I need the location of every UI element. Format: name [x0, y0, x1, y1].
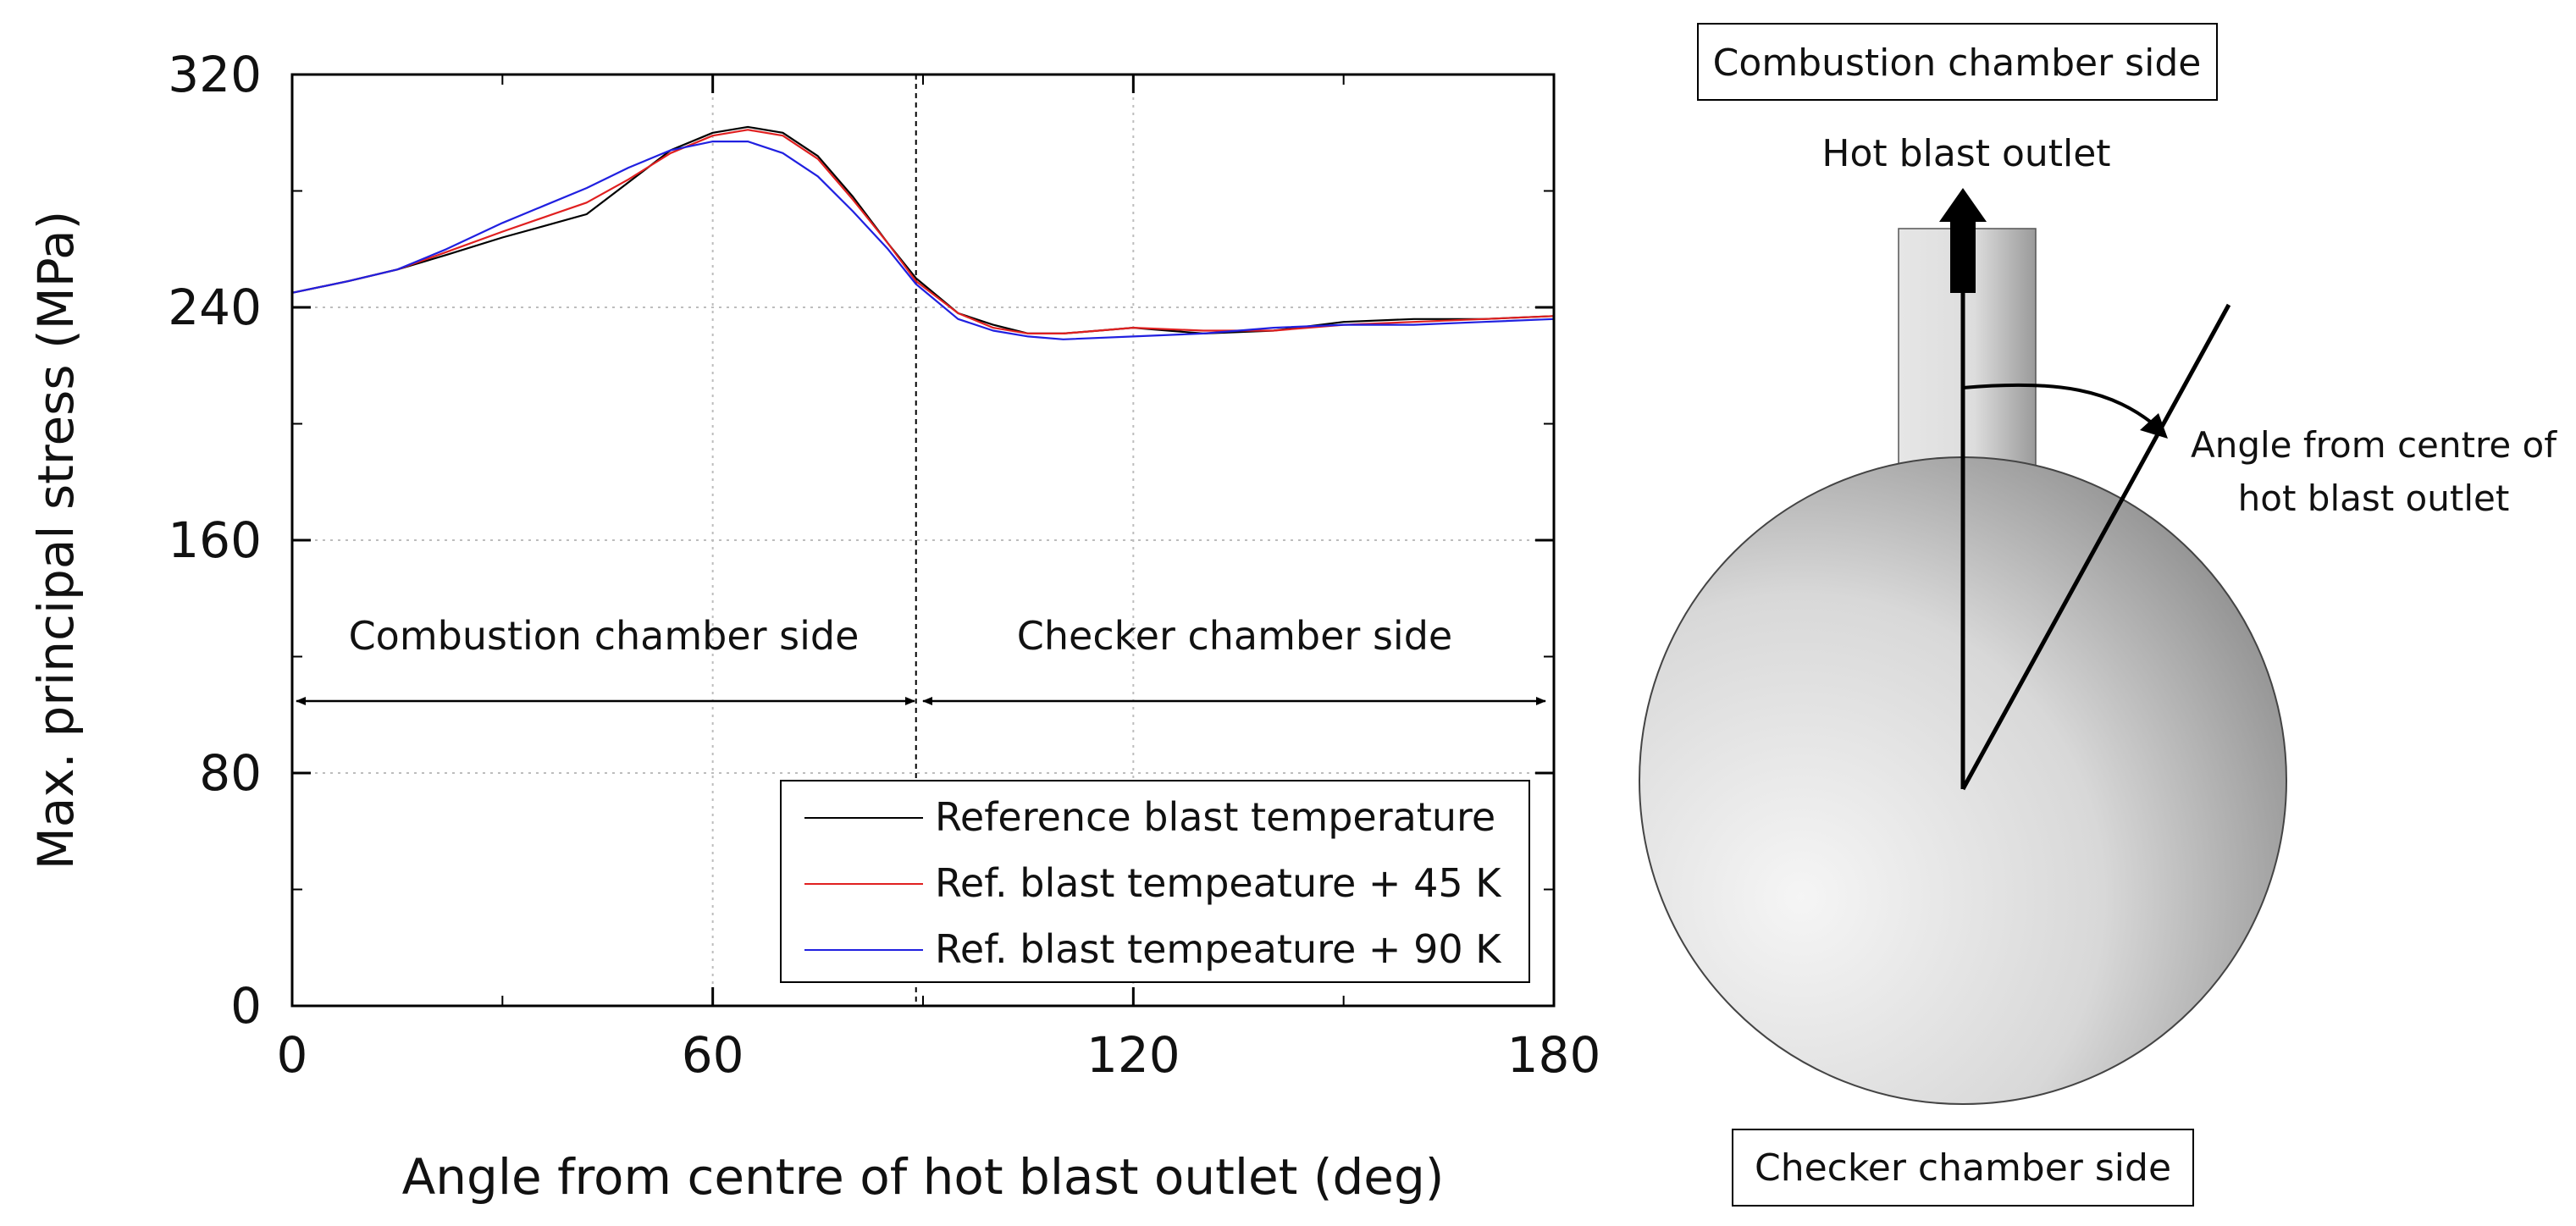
bottom-label: Checker chamber side — [1755, 1146, 2171, 1190]
y-tick-label: 80 — [199, 744, 262, 802]
region-label-checker: Checker chamber side — [1017, 613, 1452, 659]
x-tick-label: 60 — [682, 1026, 744, 1084]
series-line-0 — [291, 125, 1555, 334]
angle-label-line1: Angle from centre of — [2191, 424, 2557, 466]
top-label-box — [1697, 23, 2218, 101]
legend-label-45k: Ref. blast tempeature + 45 K — [935, 860, 1502, 906]
x-tick-label: 0 — [277, 1026, 308, 1084]
top-label: Combustion chamber side — [1713, 41, 2202, 85]
angle-arc-arrow — [1962, 383, 2159, 429]
angle-label-line2: hot blast outlet — [2238, 478, 2510, 519]
y-tick-label: 240 — [168, 279, 262, 336]
legend: Reference blast temperature Ref. blast t… — [780, 780, 1530, 983]
y-tick-label: 0 — [230, 977, 262, 1035]
grid-lines — [292, 75, 1554, 1006]
region-label-combustion: Combustion chamber side — [349, 613, 860, 659]
y-axis-title: Max. principal stress (MPa) — [27, 211, 85, 870]
y-tick-label: 320 — [168, 46, 262, 103]
series-lines — [291, 125, 1555, 340]
outlet-angle-diagram: Combustion chamber side Hot blast outlet… — [1639, 23, 2557, 1207]
stress-chart: 0 60 120 180 0 80 160 240 320 Combustion chamber… — [27, 46, 1600, 1206]
axis-ticks — [290, 73, 1556, 1008]
x-tick-label: 120 — [1086, 1026, 1180, 1084]
x-axis-title: Angle from centre of hot blast outlet (d… — [402, 1148, 1445, 1206]
outlet-arrow-shaft — [1950, 222, 1976, 293]
axis-tick-labels: 0 60 120 180 0 80 160 240 320 — [168, 46, 1600, 1084]
angle-arc-arrowhead — [2140, 413, 2168, 439]
legend-label-90k: Ref. blast tempeature + 90 K — [935, 926, 1502, 972]
series-line-2 — [291, 141, 1555, 340]
legend-box — [780, 780, 1530, 983]
y-tick-label: 160 — [168, 511, 262, 569]
outlet-arrow-head — [1939, 188, 1987, 222]
hot-blast-outlet-label: Hot blast outlet — [1821, 132, 2110, 175]
legend-label-reference: Reference blast temperature — [935, 794, 1495, 840]
x-tick-label: 180 — [1507, 1026, 1601, 1084]
series-line-1 — [291, 129, 1555, 334]
bottom-label-box — [1732, 1129, 2194, 1207]
angle-line — [1960, 303, 2231, 791]
